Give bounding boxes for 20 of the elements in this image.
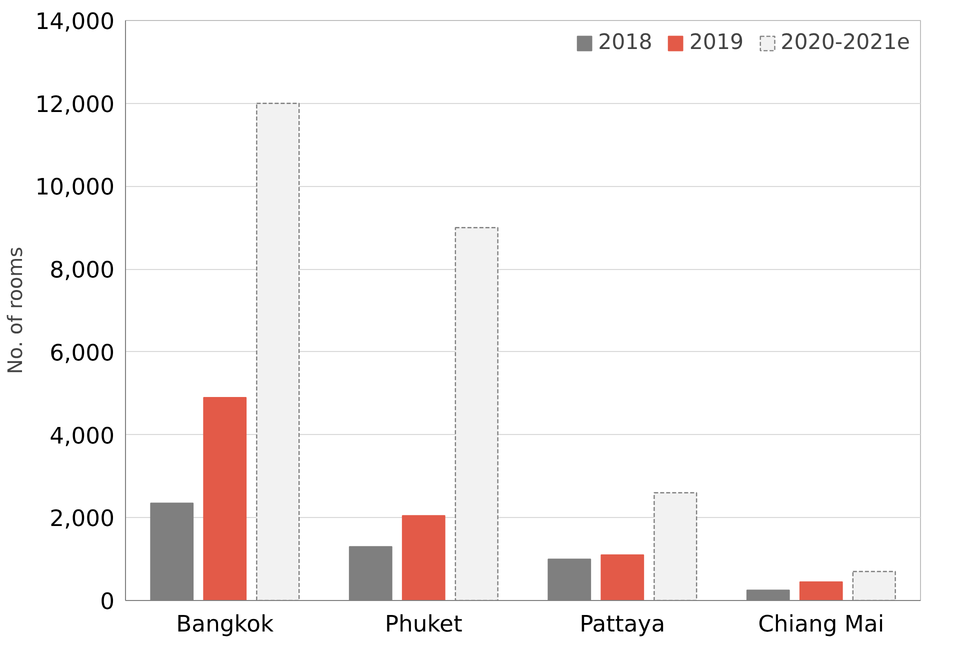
y-axis-title: No. of rooms — [3, 246, 28, 374]
y-tick-label: 4,000 — [50, 423, 115, 450]
x-tick-label: Bangkok — [176, 612, 274, 638]
bar — [600, 554, 644, 600]
y-tick-label: 2,000 — [50, 506, 115, 532]
x-tick-label: Pattaya — [580, 612, 666, 638]
y-tick-label: 14,000 — [35, 9, 115, 35]
y-tick-label: 10,000 — [35, 174, 115, 201]
legend-label: 2019 — [689, 30, 744, 55]
bar — [402, 515, 446, 600]
x-tick-label: Phuket — [384, 612, 462, 638]
bar — [203, 397, 247, 600]
y-tick-label: 12,000 — [35, 92, 115, 118]
y-tick-label: 6,000 — [50, 340, 115, 366]
y-tick-label: 8,000 — [50, 258, 115, 284]
legend-label: 2020-2021e — [780, 30, 910, 55]
legend-label: 2018 — [598, 30, 652, 55]
y-tick-label: 0 — [100, 589, 115, 615]
x-tick-label: Chiang Mai — [758, 612, 884, 638]
bar — [799, 581, 843, 600]
